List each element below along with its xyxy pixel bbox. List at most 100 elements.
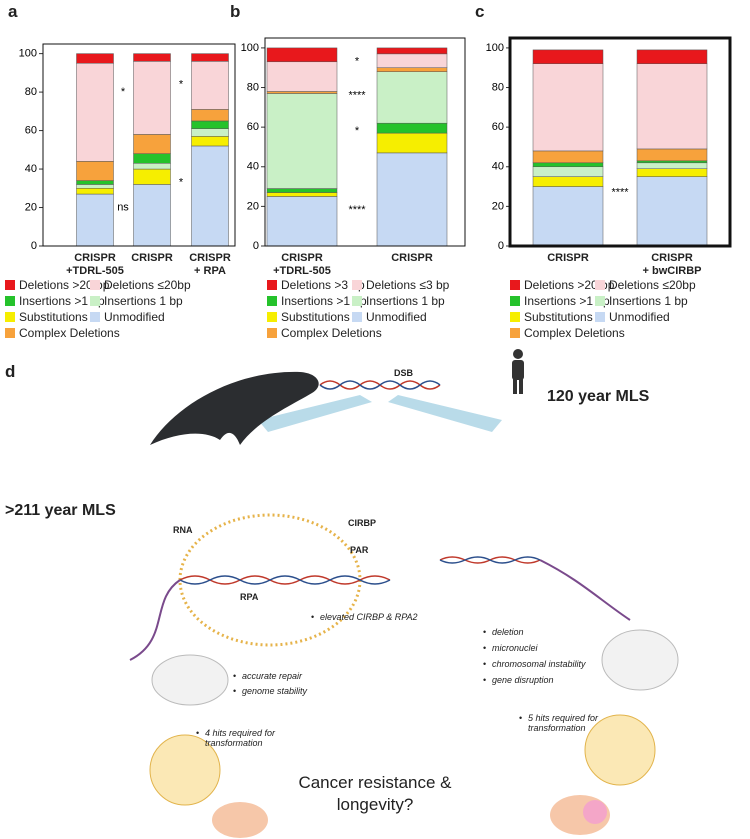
significance: * xyxy=(179,176,184,188)
legend-swatch xyxy=(267,296,277,306)
y-tick-label: 40 xyxy=(492,161,504,173)
bar-segment xyxy=(191,109,229,122)
bar-segment xyxy=(133,163,171,170)
bar-segment xyxy=(636,162,708,169)
x-tick-label: CRISPR +TDRL-505 xyxy=(66,252,124,277)
note: 4 hits required for transformation xyxy=(196,728,300,748)
legend-swatch xyxy=(5,312,15,322)
diagram-art xyxy=(129,349,679,838)
panel-label: d xyxy=(5,362,16,381)
bar-segment xyxy=(532,49,604,65)
panel-label: a xyxy=(8,2,18,21)
legend-entry: Insertions >1 bp xyxy=(5,294,105,308)
bar-segment xyxy=(266,188,338,193)
bar-segment xyxy=(532,63,604,152)
legend-label: Insertions >1 bp xyxy=(19,294,105,308)
bar-segment xyxy=(376,53,448,68)
legend-label: Complex Deletions xyxy=(281,326,382,340)
significance: * xyxy=(355,125,360,137)
bar-segment xyxy=(532,186,604,247)
legend-swatch xyxy=(352,296,362,306)
legend-label: Deletions >20 bp xyxy=(19,278,110,292)
bar-segment xyxy=(266,47,338,63)
dna xyxy=(179,575,391,585)
bar-segment xyxy=(636,63,708,150)
legend-label: Complex Deletions xyxy=(524,326,625,340)
legend-entry: Substitutions xyxy=(5,310,88,324)
y-tick-label: 60 xyxy=(492,121,504,133)
legend-label: Deletions >20 bp xyxy=(524,278,615,292)
arrow-left xyxy=(258,395,372,432)
legend-entry: Complex Deletions xyxy=(267,326,382,340)
y-tick-label: 40 xyxy=(247,161,259,173)
legend-label: Unmodified xyxy=(366,310,427,324)
legend-label: Unmodified xyxy=(104,310,165,324)
bar-segment xyxy=(376,71,448,124)
bar-segment xyxy=(636,168,708,177)
legend-swatch xyxy=(5,296,15,306)
bar-segment xyxy=(266,192,338,197)
legend-label: Complex Deletions xyxy=(19,326,120,340)
bar-segment xyxy=(376,152,448,247)
bar-segment xyxy=(133,53,171,62)
significance: * xyxy=(121,86,126,98)
bar-segment xyxy=(191,120,229,129)
bar-segment xyxy=(376,67,448,72)
bar-segment xyxy=(191,53,229,62)
legend-label: Deletions ≤20bp xyxy=(609,278,696,292)
significance: **** xyxy=(611,186,629,198)
x-tick-label: CRISPR +TDRL-505 xyxy=(273,252,331,277)
legend-entry: Unmodified xyxy=(595,310,670,324)
legend-entry: Deletions ≤20bp xyxy=(90,278,191,292)
significance: **** xyxy=(348,204,366,216)
y-tick-label: 100 xyxy=(486,42,504,54)
legend-entry: Complex Deletions xyxy=(510,326,625,340)
dna xyxy=(179,575,391,585)
legend-label: Insertions 1 bp xyxy=(104,294,183,308)
legend-entry: Deletions >20 bp xyxy=(510,278,614,292)
legend-label: Substitutions xyxy=(19,310,88,324)
dna xyxy=(319,380,441,390)
legend-swatch xyxy=(595,280,605,290)
human xyxy=(512,349,524,394)
bar-segment xyxy=(76,188,114,195)
diagram-label: RNA xyxy=(173,525,193,535)
chromosome-bubble xyxy=(601,629,679,691)
x-tick-label: CRISPR + bwCIRBP xyxy=(642,252,702,277)
chromosome-bubble xyxy=(151,654,229,706)
bar-segment xyxy=(191,145,229,247)
legend-entry: Insertions >1 bp xyxy=(267,294,367,308)
bar-segment xyxy=(532,162,604,168)
panel-label: b xyxy=(230,2,241,21)
bar-segment xyxy=(636,148,708,162)
legend-swatch xyxy=(90,280,100,290)
y-tick-label: 100 xyxy=(241,42,259,54)
dna xyxy=(539,559,631,621)
legend-entry: Deletions >20 bp xyxy=(5,278,109,292)
diagram-label: PAR xyxy=(350,545,369,555)
legend-label: Insertions 1 bp xyxy=(609,294,688,308)
legend-entry: Substitutions xyxy=(267,310,350,324)
significance: * xyxy=(179,78,184,90)
note: 5 hits required for transformation xyxy=(519,713,623,733)
bar-segment xyxy=(191,136,229,147)
bar-segment xyxy=(191,61,229,110)
legend-label: Substitutions xyxy=(281,310,350,324)
y-tick-label: 80 xyxy=(247,81,259,93)
dna xyxy=(129,579,181,661)
note: chromosomal instability xyxy=(483,659,586,669)
legend-entry: Unmodified xyxy=(352,310,427,324)
x-tick-label: CRISPR xyxy=(391,252,433,264)
legend-swatch xyxy=(595,312,605,322)
legend-entry: Deletions ≤3 bp xyxy=(352,278,449,292)
legend-label: Deletions >3 bp xyxy=(281,278,365,292)
legend-swatch xyxy=(5,328,15,338)
whale xyxy=(150,371,319,445)
legend-swatch xyxy=(595,296,605,306)
legend-label: Insertions 1 bp xyxy=(366,294,445,308)
plot-frame xyxy=(42,43,236,247)
y-tick-label: 100 xyxy=(19,48,37,60)
legend-entry: Deletions >3 bp xyxy=(267,278,365,292)
